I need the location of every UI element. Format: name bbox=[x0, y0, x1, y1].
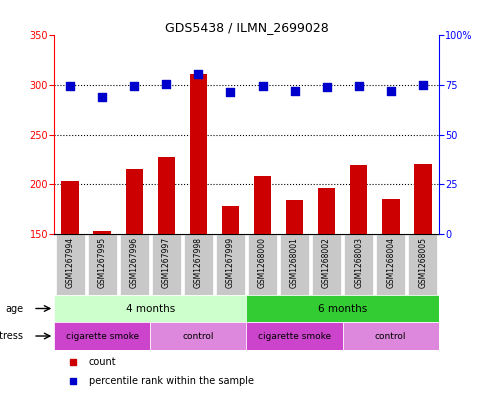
Text: count: count bbox=[89, 356, 116, 367]
Point bbox=[226, 89, 234, 95]
Bar bbox=[126, 169, 143, 234]
Text: cigarette smoke: cigarette smoke bbox=[258, 332, 331, 340]
Bar bbox=[254, 176, 271, 234]
Bar bbox=[312, 234, 341, 295]
Bar bbox=[62, 181, 79, 234]
Bar bbox=[246, 322, 343, 350]
Text: age: age bbox=[5, 303, 24, 314]
Bar bbox=[94, 231, 111, 234]
Text: GSM1268004: GSM1268004 bbox=[386, 237, 395, 288]
Bar bbox=[318, 188, 335, 234]
Point bbox=[194, 71, 202, 77]
Point bbox=[290, 88, 298, 94]
Title: GDS5438 / ILMN_2699028: GDS5438 / ILMN_2699028 bbox=[165, 21, 328, 34]
Point bbox=[258, 83, 266, 89]
Point bbox=[419, 82, 426, 88]
Text: stress: stress bbox=[0, 331, 24, 341]
Point bbox=[354, 83, 362, 89]
Point bbox=[66, 83, 74, 89]
Bar bbox=[350, 165, 367, 234]
Text: 6 months: 6 months bbox=[318, 303, 367, 314]
Bar bbox=[88, 234, 117, 295]
Point bbox=[387, 88, 394, 94]
Bar bbox=[222, 206, 239, 234]
Text: GSM1267998: GSM1267998 bbox=[194, 237, 203, 288]
Text: GSM1268003: GSM1268003 bbox=[354, 237, 363, 288]
Bar bbox=[150, 322, 246, 350]
Point bbox=[98, 94, 106, 100]
Bar bbox=[158, 158, 175, 234]
Bar bbox=[56, 234, 85, 295]
Point bbox=[130, 83, 138, 89]
Bar bbox=[280, 234, 309, 295]
Text: GSM1267999: GSM1267999 bbox=[226, 237, 235, 288]
Point bbox=[322, 84, 330, 90]
Bar bbox=[246, 295, 439, 322]
Bar bbox=[408, 234, 437, 295]
Text: control: control bbox=[183, 332, 214, 340]
Bar bbox=[382, 199, 399, 234]
Text: GSM1268005: GSM1268005 bbox=[418, 237, 427, 288]
Text: GSM1268000: GSM1268000 bbox=[258, 237, 267, 288]
Text: GSM1268001: GSM1268001 bbox=[290, 237, 299, 288]
Bar bbox=[216, 234, 245, 295]
Bar bbox=[344, 234, 373, 295]
Bar bbox=[343, 322, 439, 350]
Bar bbox=[54, 295, 246, 322]
Text: GSM1267995: GSM1267995 bbox=[98, 237, 107, 288]
Bar bbox=[184, 234, 213, 295]
Bar bbox=[414, 164, 431, 234]
Text: GSM1267997: GSM1267997 bbox=[162, 237, 171, 288]
Text: control: control bbox=[375, 332, 406, 340]
Text: GSM1267996: GSM1267996 bbox=[130, 237, 139, 288]
Bar bbox=[376, 234, 405, 295]
Text: 4 months: 4 months bbox=[126, 303, 175, 314]
Text: GSM1267994: GSM1267994 bbox=[66, 237, 75, 288]
Bar bbox=[152, 234, 181, 295]
Bar bbox=[54, 322, 150, 350]
Text: GSM1268002: GSM1268002 bbox=[322, 237, 331, 288]
Bar bbox=[286, 200, 303, 234]
Bar bbox=[120, 234, 149, 295]
Text: percentile rank within the sample: percentile rank within the sample bbox=[89, 376, 254, 386]
Bar bbox=[190, 74, 207, 234]
Bar bbox=[248, 234, 277, 295]
Point bbox=[162, 81, 170, 87]
Text: cigarette smoke: cigarette smoke bbox=[66, 332, 139, 340]
